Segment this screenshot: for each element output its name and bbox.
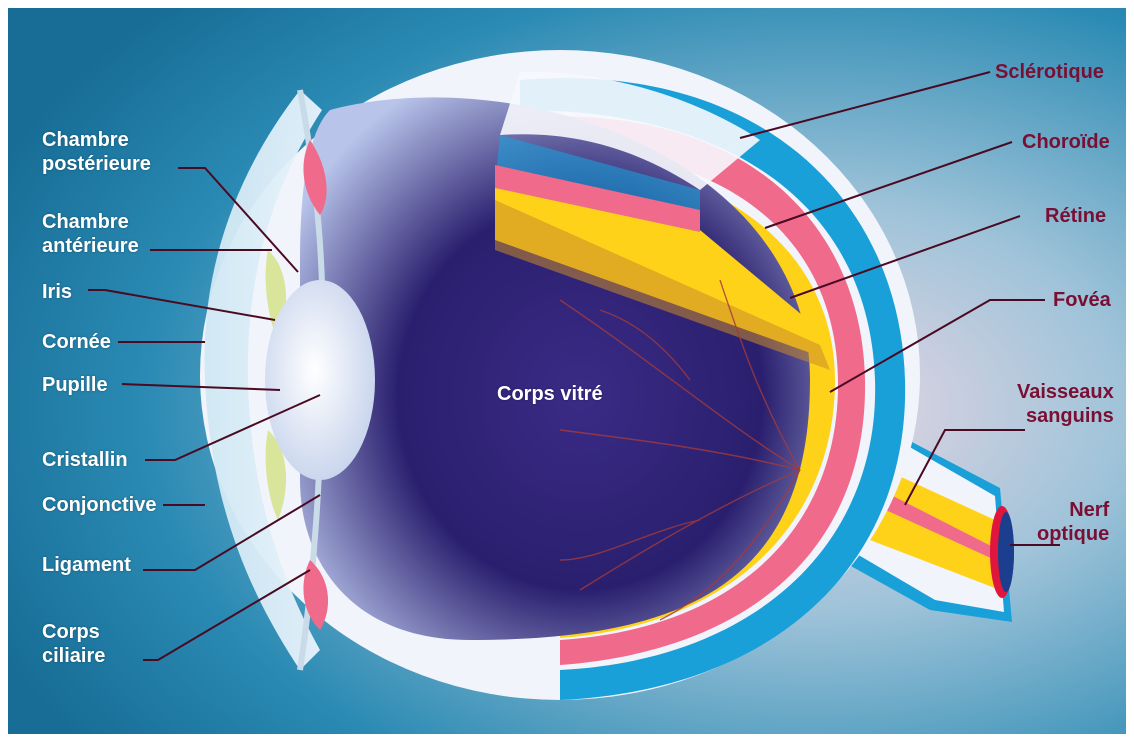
leader-cristallin (145, 394, 321, 461)
label-nerf-optique: Nerf optique (1037, 499, 1110, 545)
label-choroide: Choroïde (1022, 131, 1110, 153)
label-fovea: Fovéa (1053, 289, 1111, 311)
leader-lines (88, 71, 1060, 661)
leader-corps-ciliaire (143, 569, 311, 661)
leader-ligament (143, 494, 321, 571)
leader-chambre-posterieure (178, 167, 299, 273)
leader-fovea (829, 299, 1045, 393)
label-chambre-anterieure: Chambre antérieure (42, 211, 139, 257)
label-chambre-posterieure: Chambre postérieure (42, 129, 151, 175)
leader-pupille (121, 383, 281, 391)
label-cristallin: Cristallin (42, 449, 128, 471)
leader-vaisseaux (904, 429, 1025, 506)
leader-iris (88, 289, 276, 321)
leader-choroide (764, 141, 1013, 229)
eyeball (200, 50, 920, 701)
label-vaisseaux-sanguins: Vaisseaux sanguins (1017, 381, 1114, 427)
label-corps-ciliaire: Corps ciliaire (42, 621, 106, 667)
front-segment (204, 89, 375, 671)
label-iris: Iris (42, 281, 73, 303)
label-pupille: Pupille (42, 374, 108, 396)
retinal-vessels (559, 279, 801, 621)
label-corps-vitre: Corps vitré (497, 383, 603, 405)
label-sclerotique: Sclérotique (995, 61, 1104, 83)
label-ligament: Ligament (42, 554, 131, 576)
leader-retine (789, 215, 1021, 299)
label-cornee: Cornée (42, 331, 111, 353)
label-retine: Rétine (1045, 205, 1107, 227)
leader-sclerotique (739, 71, 991, 139)
label-conjonctive: Conjonctive (42, 494, 157, 516)
